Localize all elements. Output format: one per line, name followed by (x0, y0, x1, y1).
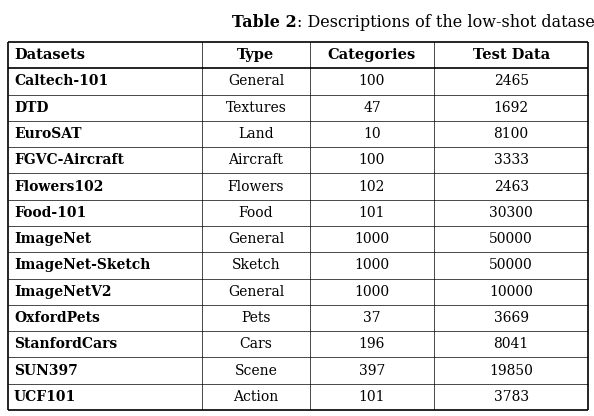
Text: Land: Land (238, 127, 274, 141)
Text: 30300: 30300 (489, 206, 533, 220)
Text: 196: 196 (359, 337, 385, 351)
Text: 3333: 3333 (494, 153, 529, 167)
Text: ImageNetV2: ImageNetV2 (14, 285, 112, 299)
Text: Caltech-101: Caltech-101 (14, 74, 108, 89)
Text: ImageNet-Sketch: ImageNet-Sketch (14, 258, 150, 272)
Text: 3783: 3783 (494, 390, 529, 404)
Text: ImageNet: ImageNet (14, 232, 91, 246)
Text: 1000: 1000 (355, 285, 390, 299)
Text: 8041: 8041 (494, 337, 529, 351)
Text: Food-101: Food-101 (14, 206, 86, 220)
Text: Flowers: Flowers (228, 180, 284, 193)
Text: 10: 10 (363, 127, 381, 141)
Text: : Descriptions of the low-shot datasets.: : Descriptions of the low-shot datasets. (297, 13, 594, 30)
Text: Scene: Scene (235, 364, 277, 378)
Text: Cars: Cars (239, 337, 273, 351)
Text: StanfordCars: StanfordCars (14, 337, 117, 351)
Text: Action: Action (233, 390, 279, 404)
Text: Pets: Pets (241, 311, 271, 325)
Text: 100: 100 (359, 74, 385, 89)
Text: Table 2: Table 2 (232, 13, 297, 30)
Text: DTD: DTD (14, 101, 49, 115)
Text: 100: 100 (359, 153, 385, 167)
Text: 37: 37 (363, 311, 381, 325)
Text: 2463: 2463 (494, 180, 529, 193)
Text: 1692: 1692 (494, 101, 529, 115)
Text: Datasets: Datasets (14, 48, 85, 62)
Text: FGVC-Aircraft: FGVC-Aircraft (14, 153, 124, 167)
Text: 101: 101 (359, 206, 385, 220)
Text: UCF101: UCF101 (14, 390, 76, 404)
Text: 397: 397 (359, 364, 385, 378)
Text: 2465: 2465 (494, 74, 529, 89)
Text: 1000: 1000 (355, 258, 390, 272)
Text: 50000: 50000 (489, 258, 533, 272)
Text: SUN397: SUN397 (14, 364, 78, 378)
Text: Aircraft: Aircraft (229, 153, 283, 167)
Text: EuroSAT: EuroSAT (14, 127, 81, 141)
Text: 47: 47 (363, 101, 381, 115)
Text: Flowers102: Flowers102 (14, 180, 103, 193)
Text: 8100: 8100 (494, 127, 529, 141)
Text: Food: Food (239, 206, 273, 220)
Text: 101: 101 (359, 390, 385, 404)
Text: General: General (228, 232, 284, 246)
Text: General: General (228, 285, 284, 299)
Text: Type: Type (238, 48, 274, 62)
Text: 10000: 10000 (489, 285, 533, 299)
Text: 102: 102 (359, 180, 385, 193)
Text: Textures: Textures (226, 101, 286, 115)
Text: Sketch: Sketch (232, 258, 280, 272)
Text: 3669: 3669 (494, 311, 529, 325)
Text: General: General (228, 74, 284, 89)
Text: 19850: 19850 (489, 364, 533, 378)
Text: Test Data: Test Data (473, 48, 549, 62)
Text: 1000: 1000 (355, 232, 390, 246)
Text: OxfordPets: OxfordPets (14, 311, 100, 325)
Text: 50000: 50000 (489, 232, 533, 246)
Text: Categories: Categories (328, 48, 416, 62)
